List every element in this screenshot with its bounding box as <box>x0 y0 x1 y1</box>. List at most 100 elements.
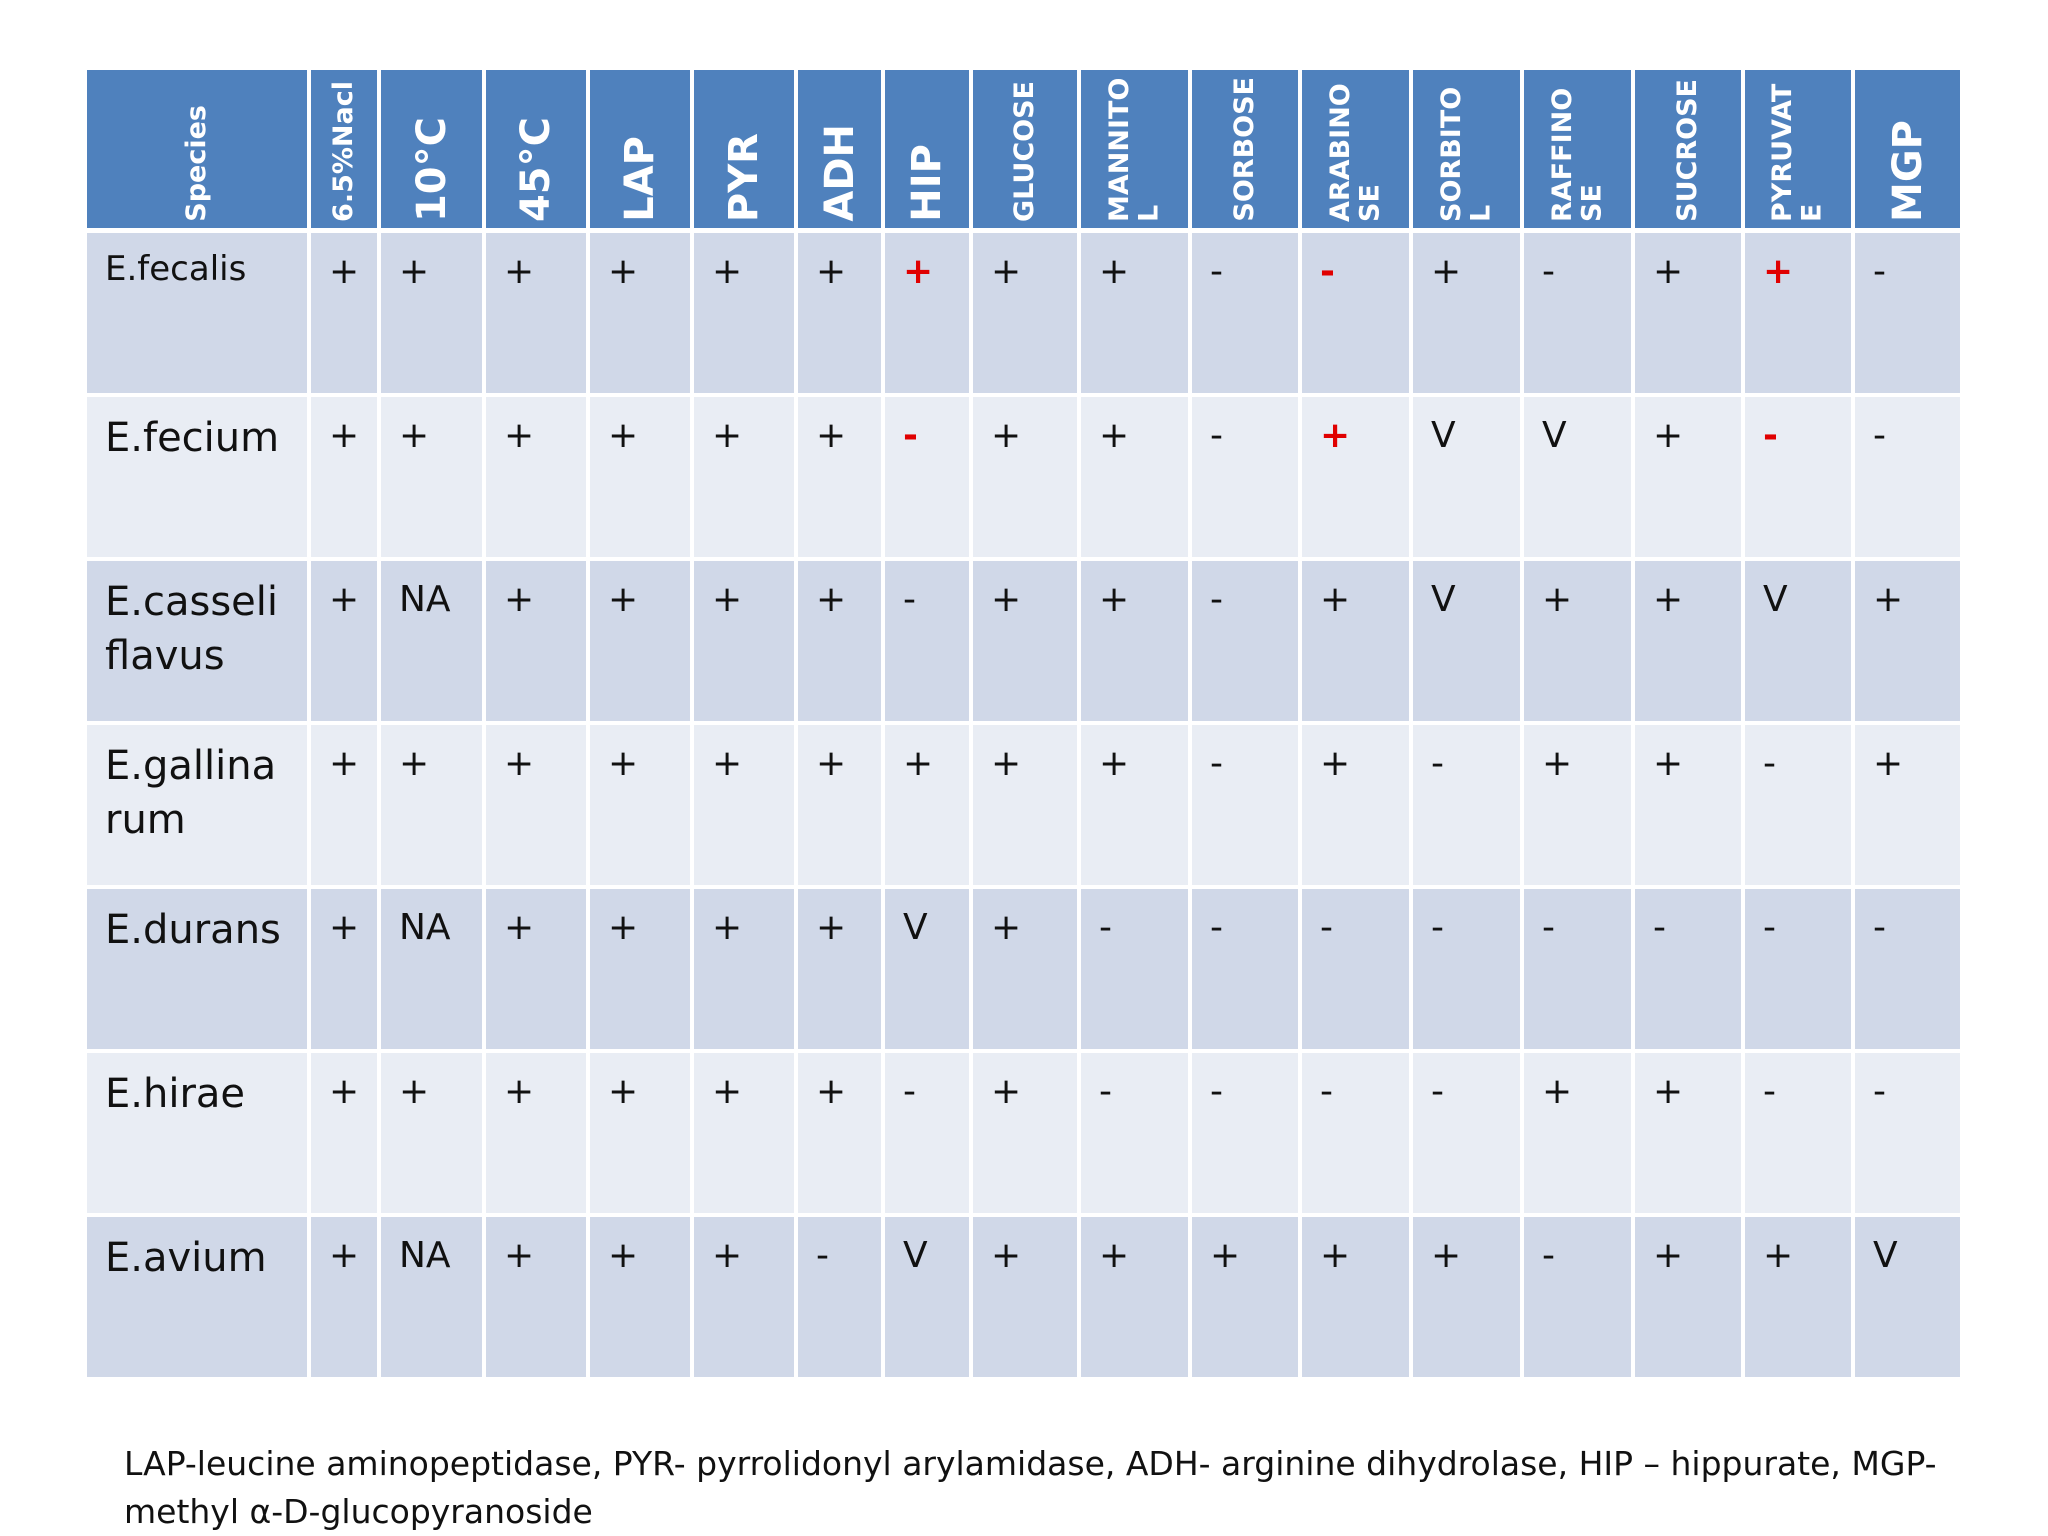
value-cell: V <box>1413 397 1520 557</box>
value-cell: + <box>694 889 794 1049</box>
header-cell: PYR <box>694 70 794 228</box>
value-cell: + <box>590 1217 690 1377</box>
value-cell: V <box>885 1217 969 1377</box>
value-cell: + <box>1855 725 1960 885</box>
value-cell: + <box>486 233 586 393</box>
value-cell: V <box>885 889 969 1049</box>
value-cell: + <box>1524 725 1631 885</box>
header-text: PYRUVATE <box>1767 83 1828 222</box>
species-cell: E.fecalis <box>87 233 307 393</box>
value-cell: + <box>486 397 586 557</box>
value-cell: + <box>1302 561 1409 721</box>
value-cell: + <box>590 725 690 885</box>
header-cell: SUCROSE <box>1635 70 1741 228</box>
value-cell: + <box>973 1217 1077 1377</box>
value-cell: - <box>1302 233 1409 393</box>
header-cell: LAP <box>590 70 690 228</box>
value-cell: + <box>798 889 881 1049</box>
header-text: ADH <box>816 124 863 222</box>
header-cell: 45°C <box>486 70 586 228</box>
value-cell: + <box>1302 1217 1409 1377</box>
value-cell: + <box>798 397 881 557</box>
value-cell: - <box>885 397 969 557</box>
value-cell: + <box>486 725 586 885</box>
species-cell: E.gallinarum <box>87 725 307 885</box>
header-cell: 6.5%Nacl <box>311 70 377 228</box>
header-cell: 10°C <box>381 70 482 228</box>
value-cell: NA <box>381 1217 482 1377</box>
species-cell: E.hirae <box>87 1053 307 1213</box>
value-cell: + <box>973 889 1077 1049</box>
value-cell: + <box>1302 725 1409 885</box>
value-cell: + <box>311 1217 377 1377</box>
value-cell: + <box>381 233 482 393</box>
value-cell: + <box>973 725 1077 885</box>
value-cell: + <box>590 1053 690 1213</box>
value-cell: + <box>1635 725 1741 885</box>
value-cell: + <box>798 725 881 885</box>
header-text: SORBITOL <box>1435 86 1497 222</box>
value-cell: NA <box>381 561 482 721</box>
header-cell: ARABINOSE <box>1302 70 1409 228</box>
value-cell: + <box>311 233 377 393</box>
value-cell: - <box>1524 1217 1631 1377</box>
value-cell: + <box>694 725 794 885</box>
value-cell: + <box>311 561 377 721</box>
value-cell: + <box>885 233 969 393</box>
value-cell: + <box>694 1053 794 1213</box>
value-cell: - <box>1413 1053 1520 1213</box>
value-cell: - <box>885 561 969 721</box>
value-cell: - <box>1855 1053 1960 1213</box>
header-cell: Species <box>87 70 307 228</box>
value-cell: + <box>1745 1217 1851 1377</box>
value-cell: + <box>798 233 881 393</box>
header-text: 6.5%Nacl <box>328 81 360 222</box>
value-cell: V <box>1745 561 1851 721</box>
value-cell: - <box>1745 725 1851 885</box>
value-cell: + <box>973 561 1077 721</box>
value-cell: + <box>590 233 690 393</box>
value-cell: + <box>1855 561 1960 721</box>
value-cell: + <box>486 1217 586 1377</box>
value-cell: + <box>381 1053 482 1213</box>
species-cell: E.durans <box>87 889 307 1049</box>
value-cell: + <box>1413 233 1520 393</box>
value-cell: + <box>590 397 690 557</box>
value-cell: V <box>1413 561 1520 721</box>
value-cell: - <box>1081 889 1188 1049</box>
value-cell: + <box>1635 1217 1741 1377</box>
value-cell: - <box>1081 1053 1188 1213</box>
value-cell: + <box>973 1053 1077 1213</box>
value-cell: - <box>1745 889 1851 1049</box>
value-cell: - <box>1745 397 1851 557</box>
header-cell: SORBITOL <box>1413 70 1520 228</box>
value-cell: + <box>694 1217 794 1377</box>
value-cell: + <box>1524 561 1631 721</box>
header-cell: RAFFINOSE <box>1524 70 1631 228</box>
value-cell: - <box>1745 1053 1851 1213</box>
header-text: 45°C <box>513 116 559 222</box>
value-cell: - <box>1855 397 1960 557</box>
header-text: SORBOSE <box>1229 77 1261 222</box>
value-cell: + <box>1081 561 1188 721</box>
value-cell: + <box>590 561 690 721</box>
value-cell: + <box>1081 1217 1188 1377</box>
header-cell: SORBOSE <box>1192 70 1298 228</box>
value-cell: + <box>486 561 586 721</box>
value-cell: - <box>1302 889 1409 1049</box>
value-cell: NA <box>381 889 482 1049</box>
value-cell: + <box>311 397 377 557</box>
value-cell: + <box>311 889 377 1049</box>
header-text: HIP <box>904 144 950 222</box>
species-cell: E.fecium <box>87 397 307 557</box>
value-cell: + <box>486 1053 586 1213</box>
value-cell: + <box>694 233 794 393</box>
header-text: ARABINOSE <box>1324 83 1386 222</box>
value-cell: - <box>1192 561 1298 721</box>
value-cell: - <box>1192 233 1298 393</box>
header-text: MGP <box>1884 120 1931 222</box>
value-cell: + <box>381 725 482 885</box>
value-cell: - <box>1855 233 1960 393</box>
value-cell: + <box>1081 397 1188 557</box>
